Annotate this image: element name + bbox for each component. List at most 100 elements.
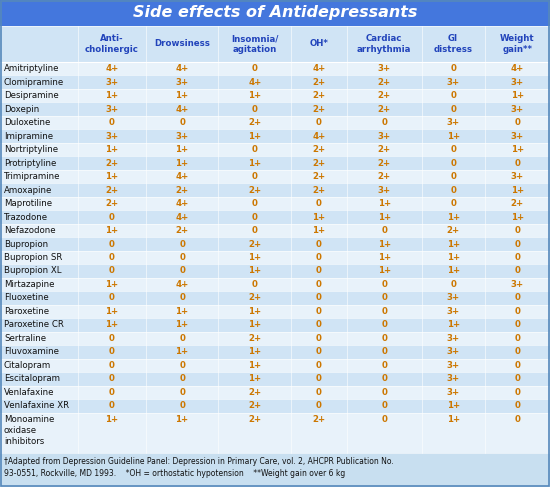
- Text: 2+: 2+: [312, 145, 326, 154]
- Text: 3+: 3+: [511, 172, 524, 181]
- Text: 1+: 1+: [378, 253, 390, 262]
- Text: 2+: 2+: [175, 186, 189, 195]
- Text: 0: 0: [179, 361, 185, 370]
- Text: 1+: 1+: [248, 131, 261, 141]
- Text: 2+: 2+: [312, 105, 326, 113]
- Text: 2+: 2+: [105, 159, 118, 168]
- FancyBboxPatch shape: [0, 183, 550, 197]
- Text: 2+: 2+: [378, 91, 390, 100]
- Text: 0: 0: [316, 253, 322, 262]
- Text: Trazodone: Trazodone: [4, 212, 48, 222]
- Text: 0: 0: [381, 334, 387, 343]
- Text: 0: 0: [514, 320, 520, 329]
- Text: 2+: 2+: [447, 226, 460, 235]
- Text: Desipramine: Desipramine: [4, 91, 59, 100]
- Text: Doxepin: Doxepin: [4, 105, 39, 113]
- Text: GI
distress: GI distress: [434, 35, 472, 54]
- Text: Escitalopram: Escitalopram: [4, 375, 60, 383]
- Text: 0: 0: [381, 280, 387, 289]
- Text: 1+: 1+: [511, 212, 524, 222]
- Text: 3+: 3+: [447, 78, 460, 87]
- Text: 1+: 1+: [105, 280, 118, 289]
- Text: Citalopram: Citalopram: [4, 361, 51, 370]
- Text: Imipramine: Imipramine: [4, 131, 53, 141]
- Text: Side effects of Antidepressants: Side effects of Antidepressants: [133, 5, 417, 20]
- FancyBboxPatch shape: [0, 332, 550, 345]
- Text: 0: 0: [381, 307, 387, 316]
- Text: 3+: 3+: [105, 131, 118, 141]
- Text: 0: 0: [316, 361, 322, 370]
- Text: Weight
gain**: Weight gain**: [500, 35, 535, 54]
- Text: 2+: 2+: [248, 186, 261, 195]
- Text: 0: 0: [381, 375, 387, 383]
- Text: 2+: 2+: [378, 105, 390, 113]
- Text: 0: 0: [514, 401, 520, 411]
- Text: 0: 0: [450, 159, 456, 168]
- Text: 0: 0: [316, 307, 322, 316]
- Text: 0: 0: [109, 253, 115, 262]
- Text: 0: 0: [450, 145, 456, 154]
- Text: 2+: 2+: [312, 78, 326, 87]
- FancyBboxPatch shape: [0, 345, 550, 358]
- FancyBboxPatch shape: [0, 156, 550, 170]
- Text: 0: 0: [450, 280, 456, 289]
- Text: 1+: 1+: [175, 347, 189, 356]
- Text: 1+: 1+: [447, 253, 460, 262]
- Text: 1+: 1+: [447, 415, 460, 424]
- Text: 2+: 2+: [378, 172, 390, 181]
- Text: Cardiac
arrhythmia: Cardiac arrhythmia: [357, 35, 411, 54]
- Text: 1+: 1+: [378, 199, 390, 208]
- Text: 1+: 1+: [511, 186, 524, 195]
- FancyBboxPatch shape: [0, 75, 550, 89]
- Text: 2+: 2+: [312, 159, 326, 168]
- Text: 0: 0: [514, 253, 520, 262]
- Text: 2+: 2+: [248, 388, 261, 397]
- Text: 1+: 1+: [378, 266, 390, 276]
- Text: 2+: 2+: [248, 118, 261, 127]
- FancyBboxPatch shape: [0, 89, 550, 102]
- Text: 1+: 1+: [447, 212, 460, 222]
- FancyBboxPatch shape: [0, 0, 550, 26]
- Text: 1+: 1+: [105, 307, 118, 316]
- Text: Fluoxetine: Fluoxetine: [4, 294, 49, 302]
- Text: 0: 0: [252, 145, 257, 154]
- Text: 0: 0: [514, 266, 520, 276]
- Text: 0: 0: [316, 199, 322, 208]
- Text: 0: 0: [109, 401, 115, 411]
- Text: 2+: 2+: [248, 334, 261, 343]
- Text: 1+: 1+: [248, 361, 261, 370]
- Text: 2+: 2+: [248, 294, 261, 302]
- Text: 0: 0: [252, 64, 257, 73]
- FancyBboxPatch shape: [0, 26, 550, 62]
- Text: 1+: 1+: [175, 159, 189, 168]
- Text: 2+: 2+: [248, 240, 261, 248]
- Text: 1+: 1+: [378, 240, 390, 248]
- Text: 4+: 4+: [105, 64, 118, 73]
- FancyBboxPatch shape: [0, 291, 550, 305]
- Text: 3+: 3+: [378, 186, 390, 195]
- Text: 4+: 4+: [248, 78, 261, 87]
- Text: 1+: 1+: [175, 145, 189, 154]
- Text: 1+: 1+: [248, 159, 261, 168]
- Text: Paroxetine CR: Paroxetine CR: [4, 320, 64, 329]
- Text: 0: 0: [109, 375, 115, 383]
- Text: 0: 0: [109, 347, 115, 356]
- Text: 0: 0: [252, 172, 257, 181]
- Text: 0: 0: [109, 361, 115, 370]
- Text: Trimipramine: Trimipramine: [4, 172, 60, 181]
- Text: 0: 0: [381, 226, 387, 235]
- Text: Fluvoxamine: Fluvoxamine: [4, 347, 59, 356]
- FancyBboxPatch shape: [0, 197, 550, 210]
- Text: 0: 0: [109, 388, 115, 397]
- Text: 0: 0: [450, 199, 456, 208]
- Text: 0: 0: [450, 172, 456, 181]
- Text: 2+: 2+: [312, 91, 326, 100]
- Text: 0: 0: [381, 415, 387, 424]
- Text: 3+: 3+: [511, 280, 524, 289]
- Text: 0: 0: [381, 401, 387, 411]
- Text: 0: 0: [252, 226, 257, 235]
- FancyBboxPatch shape: [0, 358, 550, 372]
- Text: 1+: 1+: [105, 172, 118, 181]
- Text: 1+: 1+: [175, 415, 189, 424]
- Text: Paroxetine: Paroxetine: [4, 307, 49, 316]
